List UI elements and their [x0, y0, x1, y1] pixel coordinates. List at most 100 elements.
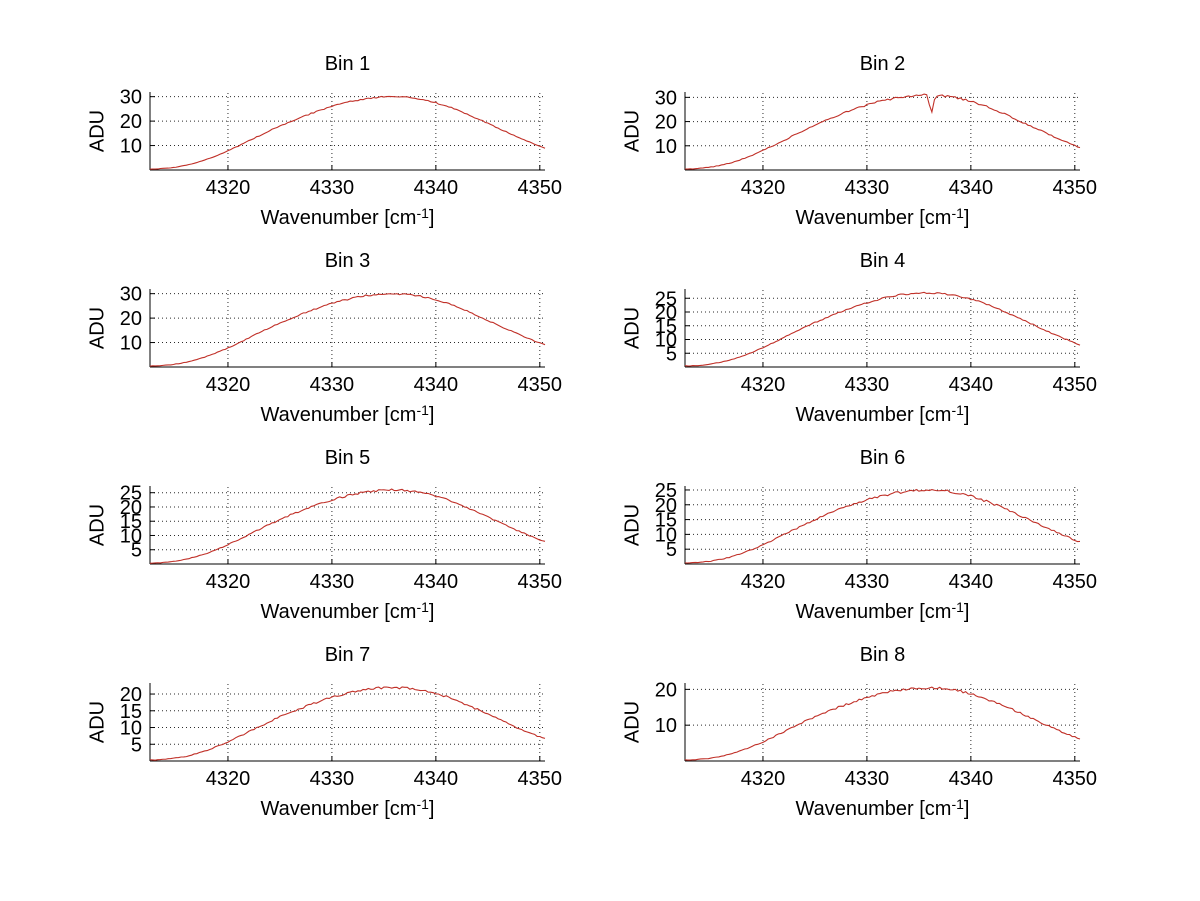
x-tick-label: 4330 [310, 177, 355, 199]
x-axis-label-text: Wavenumber [cm [795, 798, 952, 820]
x-axis-label-superscript: -1 [951, 796, 964, 812]
x-axis-label-superscript: -1 [416, 402, 429, 418]
x-tick-label: 4320 [206, 571, 251, 593]
x-tick-label: 4330 [310, 374, 355, 396]
x-tick-label: 4330 [845, 768, 890, 790]
x-axis-label-superscript: -1 [951, 205, 964, 221]
x-tick-label: 4340 [949, 768, 994, 790]
plot-title: Bin 3 [324, 250, 371, 272]
y-axis-label: ADU [86, 700, 109, 744]
x-axis-label: Wavenumber [cm-1] [150, 205, 545, 230]
x-tick-label: 4340 [414, 374, 459, 396]
y-tick-label: 15 [120, 511, 142, 533]
y-tick-label: 15 [120, 701, 142, 723]
x-tick-label: 4340 [949, 571, 994, 593]
y-tick-label: 10 [120, 333, 142, 355]
y-tick-label: 5 [666, 343, 677, 365]
x-axis-label-suffix: ] [428, 798, 435, 820]
y-tick-label: 20 [120, 497, 142, 519]
spectrum-line [149, 686, 546, 761]
x-axis-label-text: Wavenumber [cm [260, 207, 417, 229]
x-tick-label: 4350 [1053, 374, 1098, 396]
x-tick-label: 4350 [1053, 768, 1098, 790]
x-axis-label-superscript: -1 [951, 599, 964, 615]
x-axis-label: Wavenumber [cm-1] [685, 205, 1080, 230]
x-tick-label: 4330 [310, 768, 355, 790]
x-axis-label-suffix: ] [963, 404, 970, 426]
spectrum-line [684, 686, 1081, 761]
x-axis-label-suffix: ] [428, 601, 435, 623]
y-tick-label: 5 [131, 734, 142, 756]
spectrum-line [684, 93, 1081, 170]
x-tick-label: 4320 [741, 768, 786, 790]
x-tick-label: 4330 [845, 571, 890, 593]
x-axis-label-superscript: -1 [416, 599, 429, 615]
x-tick-label: 4330 [310, 571, 355, 593]
plot-title: Bin 5 [324, 447, 371, 469]
y-tick-label: 20 [120, 111, 142, 133]
plot-title: Bin 4 [859, 250, 906, 272]
spectrum-line [684, 488, 1081, 564]
plot-title: Bin 1 [324, 53, 371, 75]
x-axis-label-suffix: ] [963, 207, 970, 229]
x-axis-label-text: Wavenumber [cm [260, 601, 417, 623]
y-tick-label: 20 [120, 308, 142, 330]
x-axis-label-superscript: -1 [951, 402, 964, 418]
x-tick-label: 4350 [1053, 571, 1098, 593]
plot-title: Bin 2 [859, 53, 906, 75]
x-tick-label: 4350 [518, 177, 563, 199]
y-tick-label: 20 [655, 302, 677, 324]
y-tick-label: 20 [655, 112, 677, 134]
y-axis-label: ADU [86, 306, 109, 350]
y-tick-label: 10 [120, 525, 142, 547]
spectrum-line [149, 95, 546, 170]
x-axis-label-suffix: ] [428, 404, 435, 426]
x-tick-label: 4340 [414, 768, 459, 790]
x-tick-label: 4340 [949, 374, 994, 396]
x-tick-label: 4320 [206, 768, 251, 790]
spectrum-line [684, 291, 1081, 367]
y-tick-label: 30 [655, 87, 677, 109]
y-axis-label: ADU [621, 700, 644, 744]
x-tick-label: 4340 [414, 571, 459, 593]
y-tick-label: 20 [655, 679, 677, 701]
y-axis-label: ADU [621, 109, 644, 153]
y-tick-label: 30 [120, 284, 142, 306]
x-tick-label: 4350 [518, 374, 563, 396]
y-tick-label: 30 [120, 87, 142, 109]
y-tick-label: 5 [131, 540, 142, 562]
x-tick-label: 4350 [518, 768, 563, 790]
x-axis-label-suffix: ] [963, 798, 970, 820]
x-tick-label: 4320 [206, 374, 251, 396]
x-axis-label-text: Wavenumber [cm [260, 404, 417, 426]
y-tick-label: 15 [655, 510, 677, 532]
x-axis-label-superscript: -1 [416, 205, 429, 221]
plot-title: Bin 6 [859, 447, 906, 469]
x-tick-label: 4320 [206, 177, 251, 199]
y-tick-label: 10 [655, 524, 677, 546]
y-tick-label: 15 [655, 316, 677, 338]
x-axis-label-superscript: -1 [416, 796, 429, 812]
x-tick-label: 4320 [741, 374, 786, 396]
x-axis-label-text: Wavenumber [cm [795, 404, 952, 426]
y-axis-label: ADU [86, 503, 109, 547]
x-tick-label: 4330 [845, 374, 890, 396]
spectrum-line [149, 488, 546, 564]
spectrum-line [149, 293, 546, 367]
x-tick-label: 4320 [741, 177, 786, 199]
plot-title: Bin 7 [324, 644, 371, 666]
y-tick-label: 10 [655, 715, 677, 737]
x-axis-label-text: Wavenumber [cm [260, 798, 417, 820]
y-tick-label: 5 [666, 539, 677, 561]
x-axis-label: Wavenumber [cm-1] [150, 402, 545, 427]
y-axis-label: ADU [621, 306, 644, 350]
x-tick-label: 4340 [949, 177, 994, 199]
x-axis-label-suffix: ] [963, 601, 970, 623]
x-axis-label-text: Wavenumber [cm [795, 207, 952, 229]
x-tick-label: 4320 [741, 571, 786, 593]
y-tick-label: 10 [655, 136, 677, 158]
y-axis-label: ADU [621, 503, 644, 547]
y-tick-label: 25 [655, 480, 677, 502]
